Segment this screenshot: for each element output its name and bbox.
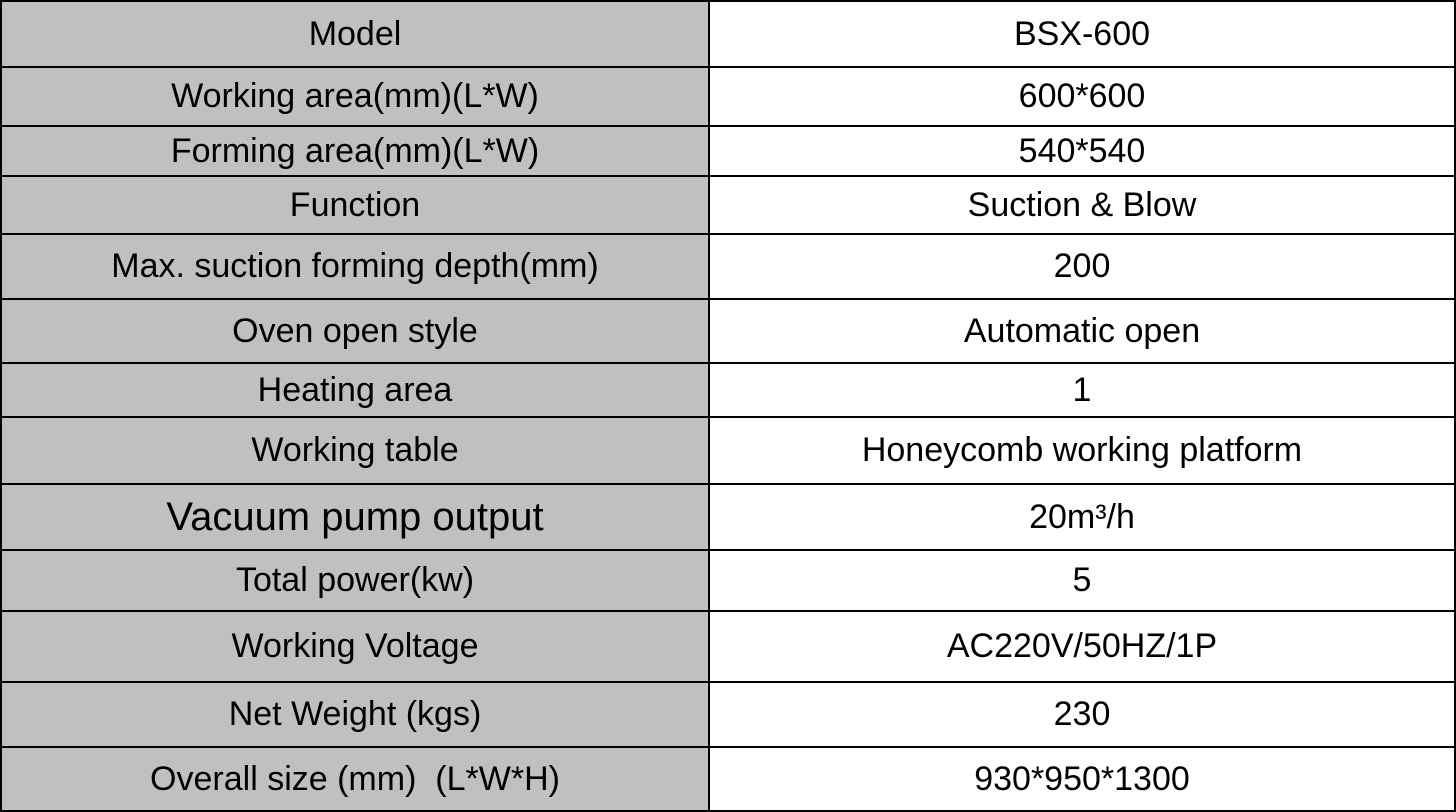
table-row: Overall size (mm) (L*W*H) 930*950*1300 xyxy=(0,746,1456,812)
table-row: Working Voltage AC220V/50HZ/1P xyxy=(0,610,1456,683)
table-row: Working table Honeycomb working platform xyxy=(0,416,1456,485)
table-row: Max. suction forming depth(mm) 200 xyxy=(0,233,1456,300)
table-row: Model BSX-600 xyxy=(0,0,1456,68)
table-row: Function Suction & Blow xyxy=(0,175,1456,235)
spec-label: Working area(mm)(L*W) xyxy=(0,66,710,127)
spec-value: 230 xyxy=(708,681,1456,748)
spec-value: 930*950*1300 xyxy=(708,746,1456,812)
spec-value: 1 xyxy=(708,362,1456,418)
table-row: Working area(mm)(L*W) 600*600 xyxy=(0,66,1456,127)
spec-label: Max. suction forming depth(mm) xyxy=(0,233,710,300)
spec-value: AC220V/50HZ/1P xyxy=(708,610,1456,683)
table-row: Vacuum pump output 20m³/h xyxy=(0,483,1456,551)
spec-label: Heating area xyxy=(0,362,710,418)
spec-value: 5 xyxy=(708,549,1456,612)
spec-value: 200 xyxy=(708,233,1456,300)
spec-value: 540*540 xyxy=(708,125,1456,177)
spec-label: Working Voltage xyxy=(0,610,710,683)
spec-label: Function xyxy=(0,175,710,235)
spec-value: 600*600 xyxy=(708,66,1456,127)
spec-label: Overall size (mm) (L*W*H) xyxy=(0,746,710,812)
spec-label: Forming area(mm)(L*W) xyxy=(0,125,710,177)
table-row: Forming area(mm)(L*W) 540*540 xyxy=(0,125,1456,177)
spec-label: Working table xyxy=(0,416,710,485)
table-row: Heating area 1 xyxy=(0,362,1456,418)
spec-value: Suction & Blow xyxy=(708,175,1456,235)
spec-label: Model xyxy=(0,0,710,68)
table-row: Net Weight (kgs) 230 xyxy=(0,681,1456,748)
spec-label: Net Weight (kgs) xyxy=(0,681,710,748)
table-row: Total power(kw) 5 xyxy=(0,549,1456,612)
table-row: Oven open style Automatic open xyxy=(0,298,1456,364)
spec-value: BSX-600 xyxy=(708,0,1456,68)
spec-value: Honeycomb working platform xyxy=(708,416,1456,485)
spec-value: Automatic open xyxy=(708,298,1456,364)
spec-label: Total power(kw) xyxy=(0,549,710,612)
spec-value: 20m³/h xyxy=(708,483,1456,551)
spec-label: Oven open style xyxy=(0,298,710,364)
spec-label: Vacuum pump output xyxy=(0,483,710,551)
